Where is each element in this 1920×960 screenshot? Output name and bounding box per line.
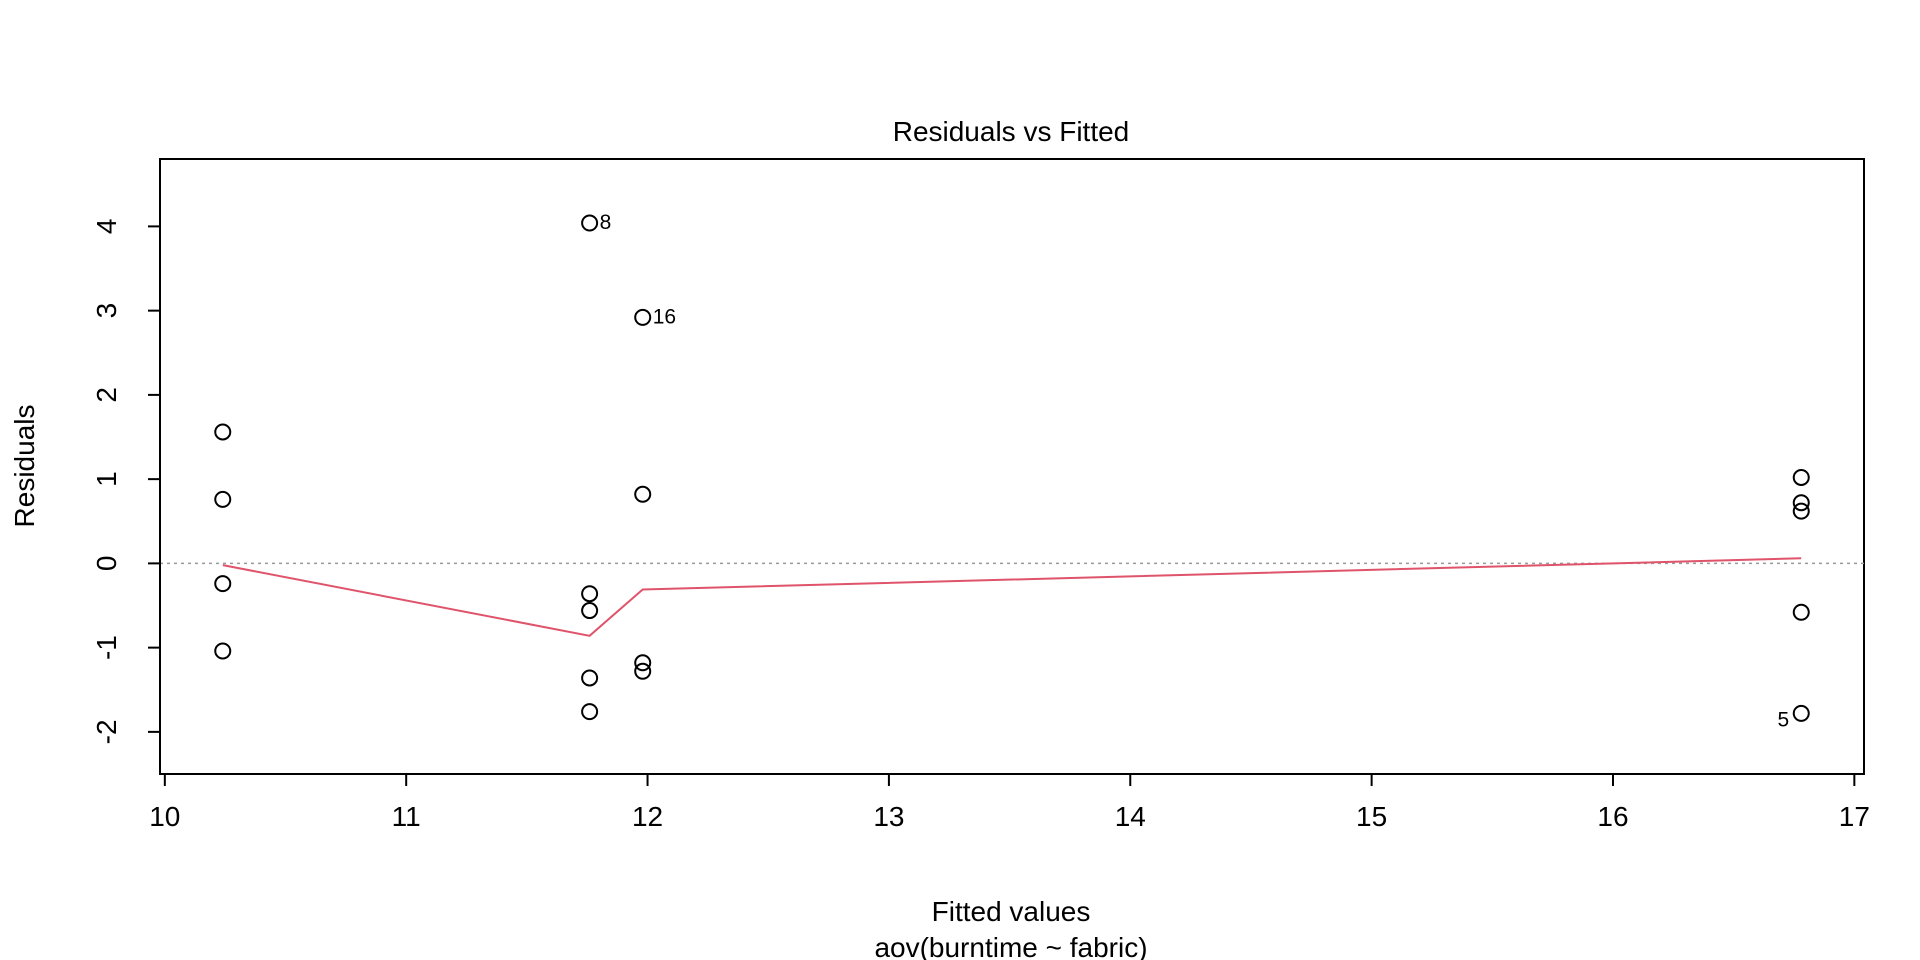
point-labels-layer: 8 16 5 [600,211,1790,731]
x-tick-label: 16 [1597,801,1628,832]
plot-frame [159,158,1865,775]
x-tick-label: 11 [392,801,421,832]
x-tick-label: 13 [873,801,904,832]
x-tick-label: 12 [632,801,663,832]
y-tick-label: 1 [91,471,122,487]
data-point [214,575,232,593]
y-tick-label: 2 [91,387,122,403]
x-tick-label: 14 [1115,801,1146,832]
data-point [1792,468,1810,486]
y-tick-label: -2 [91,719,122,744]
data-point [214,490,232,508]
point-label: 16 [653,305,676,328]
data-point [581,703,599,721]
data-point [1792,704,1810,722]
data-point [1792,603,1810,621]
y-tick-label: -1 [91,635,122,660]
x-axis-label: Fitted values [932,896,1091,927]
x-tick-label: 17 [1839,801,1870,832]
y-axis: -2 -1 0 1 2 3 4 [91,219,161,744]
smoother-line [222,557,1802,637]
data-point [581,602,599,620]
data-point [581,669,599,687]
data-point [581,214,599,232]
data-point [1792,502,1810,520]
data-point [634,662,652,680]
point-label: 8 [600,211,612,234]
x-tick-label: 10 [149,801,180,832]
data-point [214,423,232,441]
x-axis: 10 11 12 13 14 15 16 17 [149,773,1870,832]
point-label: 5 [1778,708,1790,731]
y-tick-label: 3 [91,303,122,319]
x-tick-label: 15 [1356,801,1387,832]
x-axis-sublabel: aov(burntime ~ fabric) [874,932,1147,960]
data-point [634,308,652,326]
data-point [634,485,652,503]
y-axis-label: Residuals [9,405,40,528]
data-point [634,654,652,672]
data-point [214,642,232,660]
data-point [581,585,599,603]
chart-title: Residuals vs Fitted [893,116,1130,147]
smoother-layer [222,557,1802,637]
y-tick-label: 0 [91,556,122,572]
data-point [1792,494,1810,512]
y-tick-label: 4 [91,219,122,235]
points-layer [214,214,1810,722]
